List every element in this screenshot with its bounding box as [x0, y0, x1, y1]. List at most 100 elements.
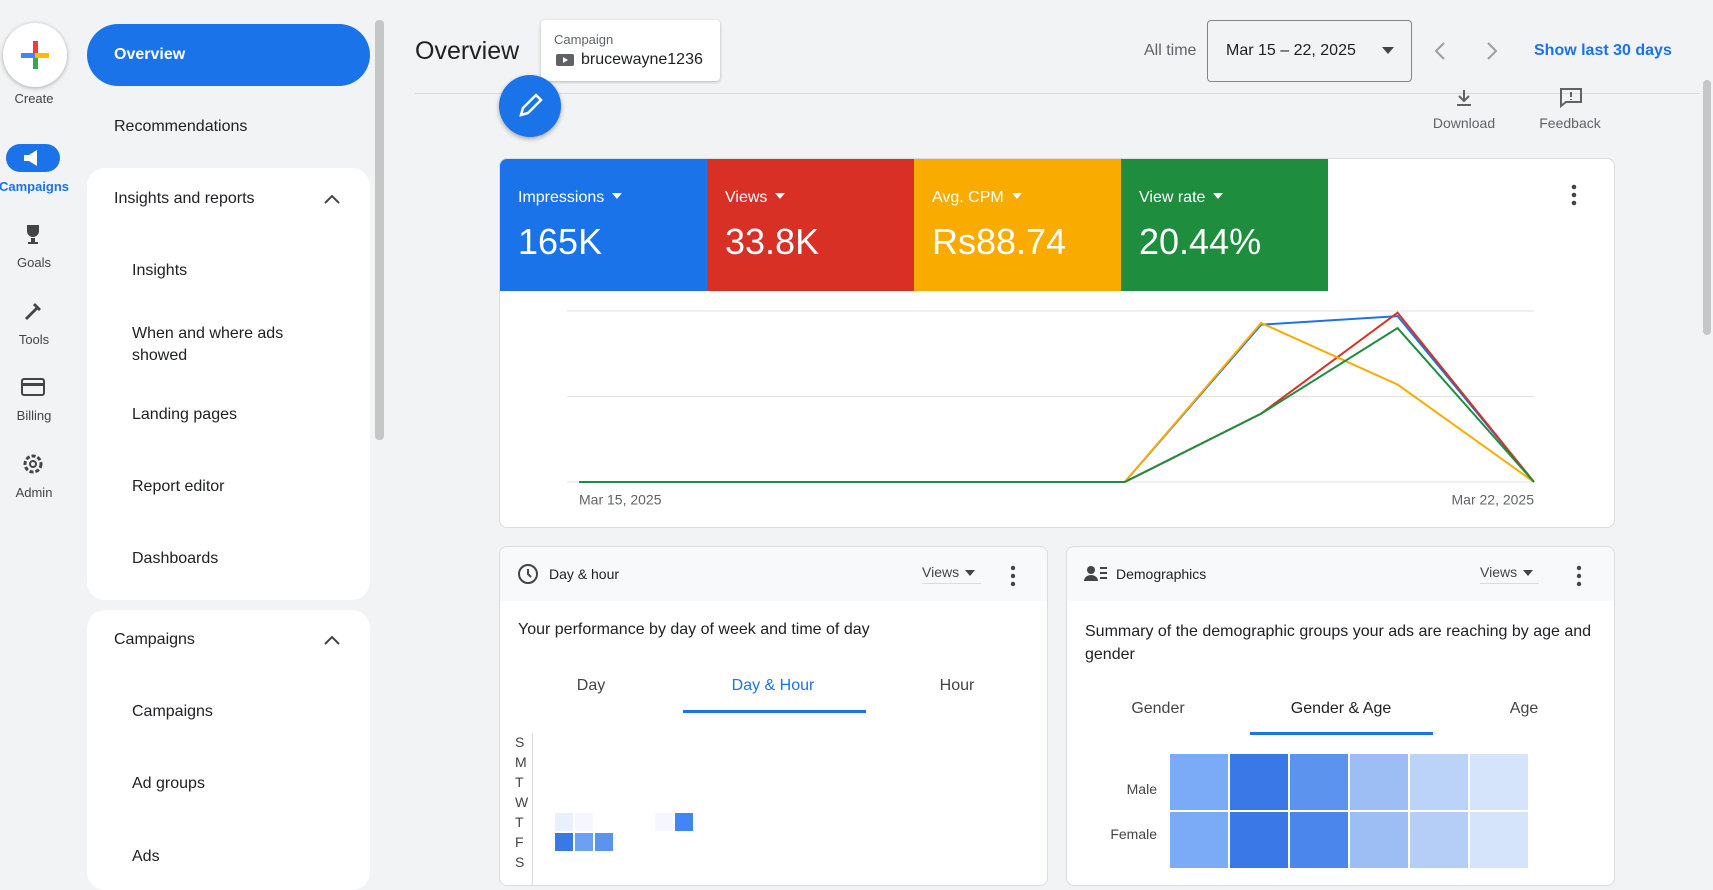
card-header: [1067, 547, 1614, 601]
series-line: [579, 321, 1535, 483]
tab[interactable]: Hour: [939, 677, 975, 694]
metric-value: 20.44%: [1139, 221, 1262, 262]
nav-item[interactable]: Insights: [132, 262, 188, 279]
performance-card: Impressions 165K Views 33.8K Avg. CPM Rs88.74…: [499, 158, 1615, 528]
nav-item[interactable]: Ad groups: [132, 775, 205, 792]
tools-icon: [25, 303, 41, 320]
page-scrollbar[interactable]: [1703, 80, 1711, 335]
day-label: W: [515, 794, 529, 810]
tab[interactable]: Gender & Age: [1290, 700, 1392, 717]
header-divider: [415, 93, 1700, 94]
nav-item[interactable]: Dashboards: [132, 550, 219, 567]
nav-item[interactable]: Campaigns: [132, 703, 213, 720]
collapse-icon[interactable]: [322, 633, 342, 647]
campaign-selector[interactable]: [541, 20, 720, 81]
campaigns-icon: [24, 150, 37, 166]
tab[interactable]: Gender: [1131, 700, 1185, 717]
nav-scrollbar[interactable]: [375, 20, 384, 440]
x-label: Mar 15, 2025: [579, 492, 662, 508]
collapse-icon[interactable]: [322, 192, 342, 206]
create-button[interactable]: [3, 23, 67, 87]
dropdown-arrow: [612, 193, 623, 204]
rail-item[interactable]: Admin: [15, 485, 53, 500]
card-title: Day & hour: [549, 566, 620, 582]
rail-item[interactable]: Tools: [18, 332, 50, 347]
metric-dropdown[interactable]: Views: [1480, 564, 1540, 584]
nav-item[interactable]: Ads: [132, 848, 160, 865]
metric-tile[interactable]: Avg. CPM Rs88.74: [914, 159, 1121, 291]
dropdown-arrow: [775, 193, 786, 204]
download-label[interactable]: Download: [1432, 115, 1496, 131]
goals-icon: [27, 225, 39, 244]
tab[interactable]: Day: [576, 677, 606, 694]
nav-group-title[interactable]: Campaigns: [114, 631, 195, 648]
page: Overview {"rail": {"create": "Create", "…: [0, 20, 1711, 890]
metric-tile[interactable]: Views 33.8K: [707, 159, 914, 291]
day-label: T: [515, 814, 524, 830]
nav-item[interactable]: Landing pages: [132, 406, 237, 423]
heat-cell: [555, 813, 573, 831]
rail-item[interactable]: Billing: [16, 408, 52, 423]
tab[interactable]: Day & Hour: [731, 677, 815, 694]
heat-cell: [595, 833, 613, 851]
tab[interactable]: Age: [1509, 700, 1539, 717]
metric-value: Rs88.74: [932, 221, 1067, 262]
heat-cell: [1230, 812, 1288, 868]
overview-pill[interactable]: [87, 24, 370, 86]
clock-icon: [518, 564, 538, 584]
tab-indicator: [683, 710, 866, 713]
demo-heatmap: [1170, 754, 1528, 868]
app: Create Campaigns Goals Tools Billing Adm…: [0, 20, 1711, 890]
demographics-card: Demographics Views Summary of the demogr…: [1066, 546, 1615, 886]
more-menu[interactable]: [1009, 565, 1017, 587]
series-line: [579, 311, 1535, 483]
heat-cell: [1170, 754, 1228, 810]
dropdown-arrow: [1011, 193, 1022, 204]
heat-cell: [1290, 812, 1348, 868]
rail-item[interactable]: Campaigns: [0, 179, 70, 194]
metric-value: 165K: [518, 221, 603, 262]
nav-item[interactable]: Report editor: [132, 478, 225, 495]
range-label: All time: [1144, 42, 1197, 59]
series-line: [579, 315, 1535, 483]
series-line: [579, 326, 1535, 483]
row-label: Male: [1126, 781, 1157, 797]
heat-cell: [1470, 812, 1528, 868]
prev-button[interactable]: [1432, 40, 1448, 62]
page-title: Overview: [415, 37, 520, 65]
feedback-label[interactable]: Feedback: [1539, 115, 1601, 131]
nav-group-title[interactable]: Insights and reports: [114, 190, 255, 207]
edit-button[interactable]: [499, 75, 561, 137]
heat-cell: [675, 813, 693, 831]
more-menu[interactable]: [1575, 565, 1583, 587]
heat-cell: [655, 813, 673, 831]
metric-name: Views: [725, 189, 786, 207]
people-icon: [1084, 566, 1107, 581]
metric-dropdown[interactable]: Views: [922, 564, 982, 584]
nav-item[interactable]: Recommendations: [114, 118, 248, 135]
download-icon[interactable]: [1454, 88, 1474, 108]
heat-cell: [1350, 812, 1408, 868]
metric-tile[interactable]: Impressions 165K: [500, 159, 707, 291]
admin-icon: [23, 454, 43, 474]
show-last-link[interactable]: Show last 30 days: [1534, 42, 1672, 59]
nav-item[interactable]: When and where ads showed: [132, 325, 284, 364]
card-description: Summary of the demographic groups your a…: [1085, 623, 1592, 663]
heat-cell: [1170, 812, 1228, 868]
nav-item[interactable]: Overview: [114, 46, 186, 63]
date-picker[interactable]: [1207, 20, 1412, 82]
day-hour-card: Day & hour Views Your performance by day…: [499, 546, 1048, 886]
metric-name: View rate: [1139, 189, 1224, 207]
campaign-name: brucewayne1236: [581, 51, 703, 68]
metric-tile[interactable]: View rate 20.44%: [1121, 159, 1328, 291]
rail-item[interactable]: Goals: [17, 255, 51, 270]
video-icon: [556, 54, 574, 66]
next-button[interactable]: [1484, 40, 1500, 62]
x-label: Mar 22, 2025: [1452, 492, 1535, 508]
feedback-icon[interactable]: [1559, 86, 1583, 108]
card-title: Demographics: [1116, 566, 1207, 582]
more-menu[interactable]: [1570, 183, 1578, 207]
create-label: Create: [14, 91, 54, 106]
metric-value: 33.8K: [725, 221, 820, 262]
heat-cell: [1290, 754, 1348, 810]
